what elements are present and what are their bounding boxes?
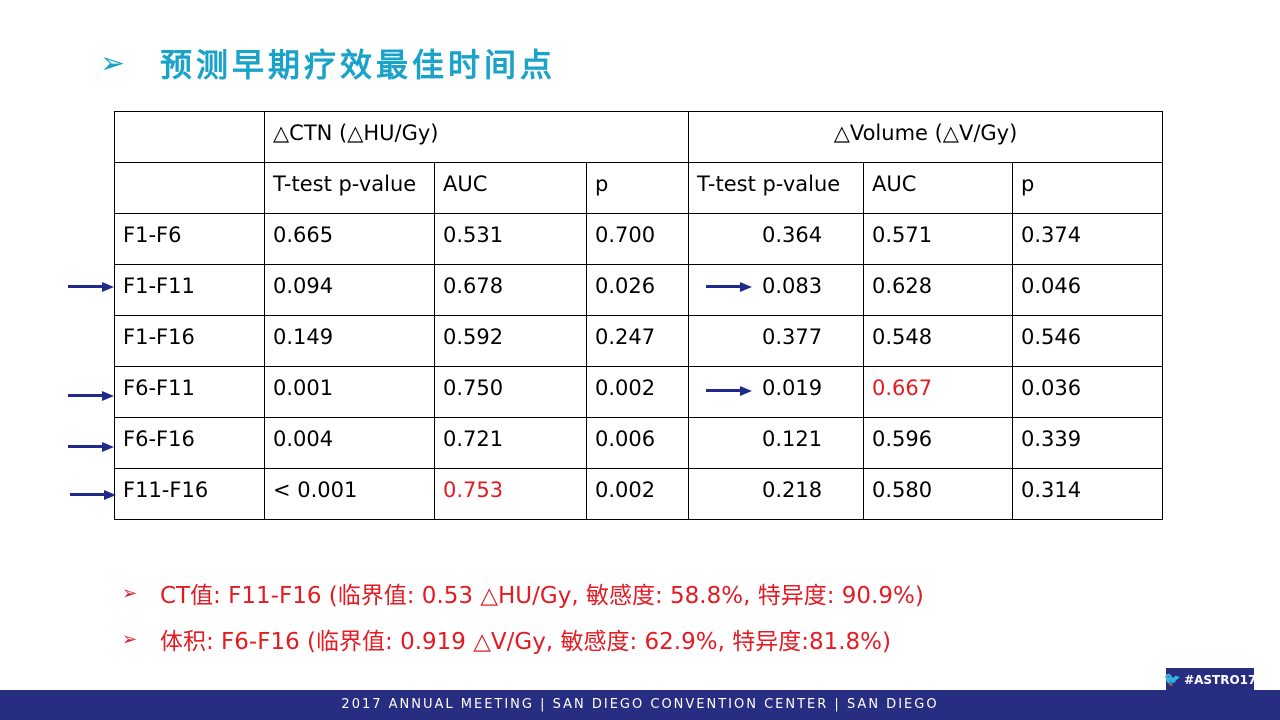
table-cell: 0.377 <box>688 315 864 367</box>
table-row: F1-F16 0.149 0.592 0.247 0.377 0.548 0.5… <box>114 315 1163 367</box>
row-arrow-icon <box>68 442 114 452</box>
volume-group-header: △Volume (△V/Gy) <box>688 111 1163 163</box>
summary-notes: ➢ CT值: F11-F16 (临界值: 0.53 △HU/Gy, 敏感度: 5… <box>122 570 924 662</box>
title-text: 预测早期疗效最佳时间点 <box>160 46 557 84</box>
row-arrow-icon <box>68 282 114 292</box>
table-cell: 0.006 <box>586 417 689 469</box>
row-label-header <box>114 162 265 214</box>
table-cell: 0.374 <box>1012 213 1163 265</box>
corner-cell <box>114 111 265 163</box>
row-label: F6-F16 <box>114 417 265 469</box>
note-bullet-icon: ➢ <box>122 628 138 650</box>
cell-arrow-icon <box>706 386 752 396</box>
sub-header-row: T-test p-value AUC p T-test p-value AUC … <box>114 162 1163 214</box>
table-cell: 0.001 <box>264 366 435 418</box>
row-arrow-icon <box>70 490 116 500</box>
table-cell: 0.700 <box>586 213 689 265</box>
row-label: F6-F11 <box>114 366 265 418</box>
note-text: 体积: F6-F16 (临界值: 0.919 △V/Gy, 敏感度: 62.9%… <box>160 629 891 655</box>
table-cell: 0.596 <box>863 417 1013 469</box>
table-cell-highlighted: 0.667 <box>863 366 1013 418</box>
col-header-vol-auc: AUC <box>863 162 1013 214</box>
table-cell: 0.339 <box>1012 417 1163 469</box>
table-cell: 0.750 <box>434 366 587 418</box>
note-ct-value: ➢ CT值: F11-F16 (临界值: 0.53 △HU/Gy, 敏感度: 5… <box>122 570 924 616</box>
table-cell: 0.083 <box>688 264 864 316</box>
table-cell: 0.149 <box>264 315 435 367</box>
table-cell: 0.580 <box>863 468 1013 520</box>
table-cell: 0.247 <box>586 315 689 367</box>
table-row: F6-F16 0.004 0.721 0.006 0.121 0.596 0.3… <box>114 417 1163 469</box>
twitter-bird-icon: 🐦 <box>1163 672 1182 688</box>
row-label: F1-F6 <box>114 213 265 265</box>
hashtag-text: #ASTRO17 <box>1184 673 1257 687</box>
table-cell: 0.548 <box>863 315 1013 367</box>
row-label: F1-F11 <box>114 264 265 316</box>
table-cell: 0.364 <box>688 213 864 265</box>
col-header-ctn-auc: AUC <box>434 162 587 214</box>
col-header-ctn-ttest: T-test p-value <box>264 162 435 214</box>
row-arrow-icon <box>68 391 114 401</box>
table-cell: 0.592 <box>434 315 587 367</box>
group-header-row: △CTN (△HU/Gy) △Volume (△V/Gy) <box>114 111 1163 163</box>
ctn-group-header: △CTN (△HU/Gy) <box>264 111 689 163</box>
results-table: △CTN (△HU/Gy) △Volume (△V/Gy) T-test p-v… <box>114 111 1163 520</box>
table-row: F1-F6 0.665 0.531 0.700 0.364 0.571 0.37… <box>114 213 1163 265</box>
table-row: F11-F16 < 0.001 0.753 0.002 0.218 0.580 … <box>114 468 1163 520</box>
table-cell: 0.026 <box>586 264 689 316</box>
table-cell: 0.665 <box>264 213 435 265</box>
table-cell: 0.628 <box>863 264 1013 316</box>
footer-bar: 2017 ANNUAL MEETING | SAN DIEGO CONVENTI… <box>0 690 1280 720</box>
table-row: F6-F11 0.001 0.750 0.002 0.019 0.667 0.0… <box>114 366 1163 418</box>
row-label: F11-F16 <box>114 468 265 520</box>
table-cell: < 0.001 <box>264 468 435 520</box>
table-cell: 0.002 <box>586 468 689 520</box>
table-cell: 0.019 <box>688 366 864 418</box>
table-cell-highlighted: 0.753 <box>434 468 587 520</box>
col-header-vol-ttest: T-test p-value <box>688 162 864 214</box>
table-row: F1-F11 0.094 0.678 0.026 0.083 0.628 0.0… <box>114 264 1163 316</box>
slide-title: ➢ 预测早期疗效最佳时间点 <box>100 38 556 88</box>
table-cell: 0.046 <box>1012 264 1163 316</box>
table-cell: 0.218 <box>688 468 864 520</box>
table-cell: 0.314 <box>1012 468 1163 520</box>
table-cell: 0.002 <box>586 366 689 418</box>
table-cell: 0.094 <box>264 264 435 316</box>
col-header-vol-p: p <box>1012 162 1163 214</box>
table-cell: 0.571 <box>863 213 1013 265</box>
col-header-ctn-p: p <box>586 162 689 214</box>
hashtag-badge: 🐦 #ASTRO17 <box>1163 668 1257 692</box>
row-label: F1-F16 <box>114 315 265 367</box>
table-cell: 0.721 <box>434 417 587 469</box>
cell-arrow-icon <box>706 282 752 292</box>
note-bullet-icon: ➢ <box>122 582 138 604</box>
table-cell: 0.531 <box>434 213 587 265</box>
note-text: CT值: F11-F16 (临界值: 0.53 △HU/Gy, 敏感度: 58.… <box>160 583 924 609</box>
note-volume: ➢ 体积: F6-F16 (临界值: 0.919 △V/Gy, 敏感度: 62.… <box>122 616 924 662</box>
table-cell: 0.678 <box>434 264 587 316</box>
table-cell: 0.004 <box>264 417 435 469</box>
title-bullet-icon: ➢ <box>100 45 126 81</box>
table-cell: 0.546 <box>1012 315 1163 367</box>
table-cell: 0.036 <box>1012 366 1163 418</box>
table-cell: 0.121 <box>688 417 864 469</box>
